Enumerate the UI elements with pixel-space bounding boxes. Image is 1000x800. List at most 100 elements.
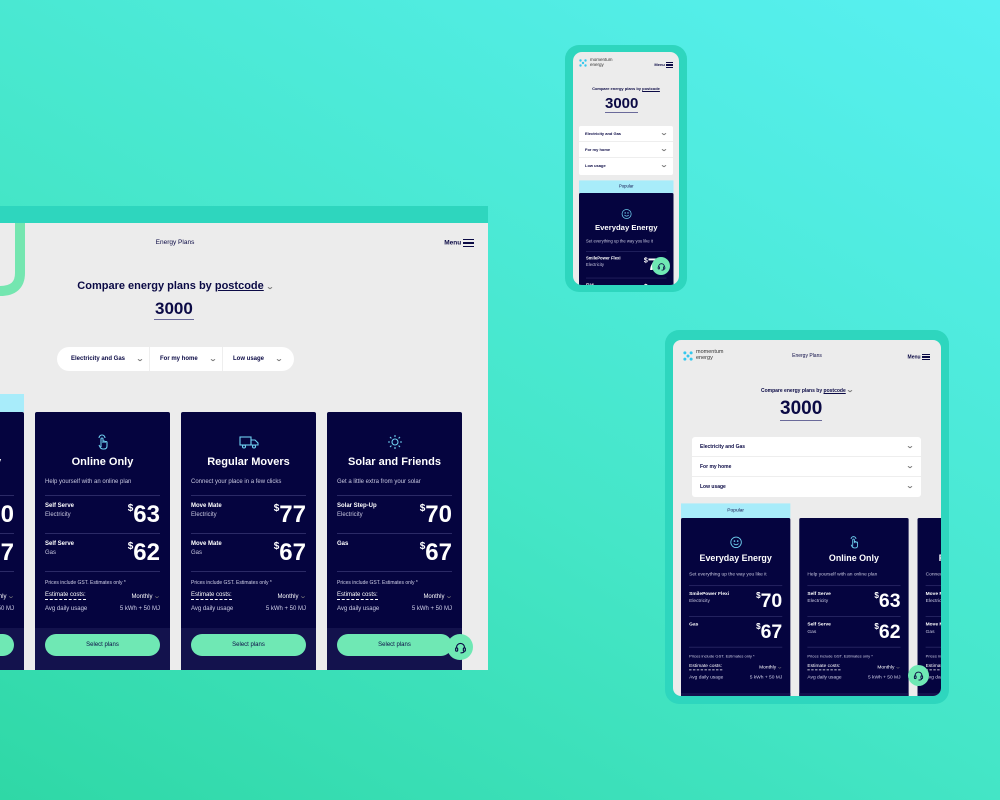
select-plans-button[interactable]: Select plans: [191, 634, 306, 656]
filter-label: For my home: [700, 464, 732, 470]
price-row: Self Serve Electricity $63: [45, 501, 160, 533]
chevron-down-icon: ⌄: [905, 483, 915, 490]
page-title: Energy Plans: [155, 239, 195, 246]
period-dropdown[interactable]: Monthly ⌄: [131, 592, 161, 600]
chevron-down-icon: ⌄: [905, 463, 915, 470]
price-value: 63: [878, 590, 901, 612]
logo-text: energy: [696, 354, 713, 361]
divider: [925, 585, 941, 587]
chevron-down-icon: ⌄: [659, 146, 669, 153]
search-mode-dropdown[interactable]: postcode: [642, 86, 660, 91]
estimate-costs-label[interactable]: Estimate costs:: [45, 592, 86, 600]
filter-label: For my home: [585, 147, 611, 152]
price-value: 67: [648, 282, 667, 285]
period-dropdown[interactable]: Monthly ⌄: [0, 592, 15, 600]
avg-usage-value: 5 kWh + 50 MJ: [867, 675, 901, 680]
chevron-down-icon: ⌄: [298, 593, 308, 600]
filter-energy-type[interactable]: Electricity and Gas ⌄: [579, 126, 673, 142]
prompt-text: Compare energy plans by: [77, 280, 212, 292]
estimate-costs-label[interactable]: Estimate costs:: [337, 592, 378, 600]
filter-usage[interactable]: Low usage ⌄: [579, 158, 673, 174]
smiley-icon: [0, 434, 24, 455]
price-value: 70: [760, 590, 783, 612]
price: $67: [419, 539, 452, 566]
desktop-top-bar: [0, 206, 488, 223]
filter-energy-type[interactable]: Electricity and Gas ⌄: [57, 347, 150, 371]
fuel-type: Electricity: [191, 512, 217, 518]
desktop-screen: Energy Plans Menu Compare energy plans b…: [0, 223, 488, 670]
fuel-type: Electricity: [586, 263, 604, 268]
tariff-name: SmilePower Flexi: [586, 256, 621, 261]
chat-support-button[interactable]: [447, 634, 473, 660]
period-dropdown[interactable]: Monthly ⌄: [423, 592, 454, 600]
filter-label: Electricity and Gas: [585, 131, 622, 136]
logo-text: energy: [590, 61, 604, 67]
filter-property-type[interactable]: For my home ⌄: [579, 142, 673, 158]
price-row: Self Serve Gas $62: [45, 539, 160, 571]
plan-card: Regular Movers Connect your place in a fe…: [181, 412, 316, 670]
estimate-costs-label[interactable]: Estimate costs:: [191, 592, 232, 600]
select-plans-button[interactable]: Select plans: [337, 634, 452, 656]
filter-usage[interactable]: Low usage ⌄: [223, 355, 283, 363]
select-plans-button[interactable]: Select plans: [0, 634, 14, 656]
search-mode-dropdown[interactable]: postcode: [214, 280, 264, 292]
filter-label: For my home: [160, 356, 198, 362]
plan-title: Solar and Friends: [348, 456, 441, 468]
truck-icon: [181, 434, 316, 455]
period-dropdown[interactable]: Monthly ⌄: [277, 592, 308, 600]
plan-title: Everyday Energy: [699, 553, 772, 564]
fuel-type: Gas: [45, 550, 57, 556]
menu-button[interactable]: Menu: [444, 237, 474, 249]
postcode-input[interactable]: 3000: [780, 398, 823, 421]
hand-tap-icon: [35, 434, 170, 455]
avg-usage-value: 5 kWh + 50 MJ: [0, 606, 14, 612]
price: $70: [756, 590, 783, 612]
chevron-down-icon: ⌄: [905, 443, 915, 450]
gst-note: Prices include GST. Estimates only *: [807, 654, 873, 659]
search-mode-dropdown[interactable]: postcode: [823, 388, 846, 394]
plan-card: Regular Movers Connect your place in a fe…: [917, 518, 941, 696]
chevron-down-icon: ⌄: [444, 593, 454, 600]
headset-icon: [657, 262, 666, 271]
search-prompt: Compare energy plans by postcode ⌄: [673, 386, 941, 394]
price-row: Gas $67: [689, 621, 782, 646]
smiley-icon: [579, 208, 674, 223]
card-footer: [681, 692, 791, 696]
plan-cards: Popular Everyday Energy Set everything up …: [681, 503, 941, 696]
estimate-costs-label[interactable]: Estimate costs:: [925, 664, 941, 671]
filter-label: Low usage: [233, 356, 265, 362]
tariff-name: Gas: [337, 541, 349, 547]
estimate-costs-label[interactable]: Estimate costs:: [689, 663, 723, 671]
tablet-screen: momentum energy Energy Plans Menu Compare…: [673, 340, 941, 696]
select-plans-button[interactable]: Select plans: [45, 634, 160, 656]
postcode-input[interactable]: 3000: [154, 299, 194, 320]
filter-property-type[interactable]: For my home ⌄: [150, 347, 223, 371]
menu-button[interactable]: Menu: [654, 61, 673, 69]
prompt-text: Compare energy plans by: [592, 86, 641, 91]
postcode-input[interactable]: 3000: [605, 95, 639, 113]
price-row: Self Serve Electricity $63: [807, 590, 901, 616]
price: $67: [644, 282, 667, 285]
plan-card: Online Only Help yourself with an online …: [799, 518, 909, 696]
estimate-costs-label[interactable]: Estimate costs:: [807, 663, 841, 671]
price-value: 67: [0, 539, 14, 566]
period-dropdown[interactable]: Monthly ⌄: [877, 664, 901, 671]
period-value: Monthly: [423, 594, 445, 600]
plan-title: Everyday Energy: [0, 456, 24, 468]
filter-usage[interactable]: Low usage ⌄: [692, 477, 921, 497]
chat-support-button[interactable]: [908, 665, 929, 686]
avg-usage-value: 5 kWh + 50 MJ: [411, 606, 452, 612]
avg-usage-value: 5 kWh + 50 MJ: [749, 675, 783, 680]
filter-energy-type[interactable]: Electricity and Gas ⌄: [692, 437, 921, 457]
logo: momentum energy: [683, 349, 724, 361]
gst-note: Prices include GST. Estimates only *: [925, 654, 941, 659]
menu-button[interactable]: Menu: [908, 352, 930, 362]
filter-label: Electricity and Gas: [700, 444, 746, 450]
plan-title: Everyday Energy: [595, 223, 658, 233]
divider: [689, 616, 783, 617]
chat-support-button[interactable]: [652, 257, 670, 275]
filter-property-type[interactable]: For my home ⌄: [692, 457, 921, 477]
period-dropdown[interactable]: Monthly ⌄: [759, 664, 783, 671]
fuel-type: Electricity: [689, 599, 710, 604]
